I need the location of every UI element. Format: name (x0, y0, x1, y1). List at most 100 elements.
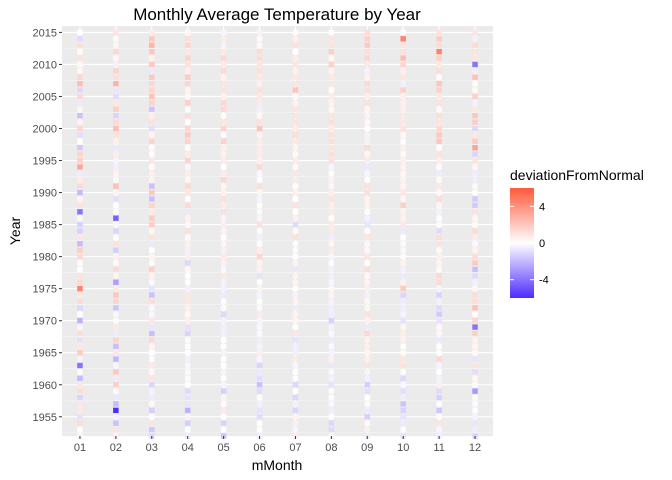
heatmap-tile (149, 55, 155, 61)
heatmap-tile (77, 151, 83, 157)
heatmap-tile (220, 343, 227, 350)
heatmap-tile (328, 80, 335, 87)
heatmap-tile (364, 221, 371, 228)
heatmap-tile (436, 55, 442, 61)
heatmap-tile (220, 362, 227, 369)
heatmap-tile (364, 407, 371, 414)
heatmap-tile (256, 132, 263, 138)
heatmap-tile (77, 369, 83, 375)
heatmap-tile (77, 317, 83, 324)
heatmap-tile (292, 48, 299, 55)
heatmap-tile (149, 228, 155, 234)
heatmap-tile (472, 330, 478, 337)
x-tick-label: 10 (397, 442, 409, 454)
heatmap-tile (113, 100, 119, 106)
heatmap-tile (328, 138, 335, 145)
heatmap-tile (364, 426, 371, 433)
heatmap-tile (436, 356, 442, 362)
heatmap-tile (400, 93, 406, 100)
heatmap-tile (113, 388, 119, 394)
heatmap-tile (184, 164, 191, 170)
heatmap-tile (472, 61, 478, 68)
heatmap-tile (113, 177, 119, 183)
heatmap-tile (436, 74, 442, 80)
heatmap-tile (220, 285, 227, 292)
heatmap-tile (364, 401, 371, 407)
heatmap-tile (292, 55, 299, 61)
heatmap-tile (149, 189, 155, 196)
heatmap-tile (328, 311, 335, 317)
heatmap-tile (220, 311, 227, 317)
heatmap-tile (184, 311, 191, 317)
heatmap-tile (364, 414, 371, 420)
heatmap-tile (149, 420, 155, 426)
heatmap-tile (256, 48, 263, 55)
heatmap-tile (436, 407, 442, 414)
heatmap-tile (184, 266, 191, 273)
heatmap-tile (436, 311, 442, 317)
heatmap-tile (220, 55, 227, 61)
heatmap-tile (149, 337, 155, 343)
heatmap-tile (220, 145, 227, 151)
heatmap-tile (77, 189, 83, 196)
heatmap-tile (364, 170, 371, 177)
y-axis: 1955 1960 1965 1970 1975 1980 1985 1990 1995 2000… (33, 27, 62, 424)
heatmap-tile (472, 170, 478, 177)
heatmap-tile (472, 426, 478, 433)
heatmap-tile (472, 42, 478, 48)
heatmap-tile (328, 260, 335, 266)
heatmap-tile (400, 228, 406, 234)
heatmap-tile (77, 29, 83, 36)
heatmap-tile (472, 68, 478, 74)
heatmap-tile (436, 112, 442, 119)
y-tick-label: 1990 (33, 188, 57, 200)
heatmap-tile (149, 266, 155, 273)
heatmap-tile (113, 125, 119, 132)
heatmap-tile (472, 369, 478, 375)
heatmap-tile (292, 202, 299, 209)
heatmap-tile (292, 260, 299, 266)
heatmap-tile (472, 125, 478, 132)
heatmap-tile (184, 157, 191, 164)
heatmap-tile (256, 151, 263, 157)
heatmap-tile (292, 209, 299, 215)
heatmap-tile (292, 132, 299, 138)
heatmap-tile (364, 362, 371, 369)
heatmap-tile (436, 375, 442, 382)
heatmap-tile (292, 407, 299, 414)
heatmap-tile (472, 337, 478, 343)
heatmap-tile (364, 388, 371, 394)
heatmap-tile (184, 330, 191, 337)
heatmap-tile (220, 87, 227, 93)
heatmap-tile (328, 112, 335, 119)
x-tick-label: 07 (289, 442, 301, 454)
heatmap-tile (149, 305, 155, 311)
heatmap-tile (77, 177, 83, 183)
heatmap-tile (400, 260, 406, 266)
heatmap-tile (184, 151, 191, 157)
heatmap-tile (472, 407, 478, 414)
heatmap-tile (220, 369, 227, 375)
heatmap-tile (184, 202, 191, 209)
heatmap-tile (328, 298, 335, 305)
heatmap-tile (220, 279, 227, 285)
heatmap-tile (292, 273, 299, 279)
heatmap-tile (292, 298, 299, 305)
heatmap-tile (328, 68, 335, 74)
heatmap-tile (149, 209, 155, 215)
heatmap-tile (77, 407, 83, 414)
heatmap-tile (149, 234, 155, 241)
heatmap-tile (220, 253, 227, 260)
heatmap-tile (400, 80, 406, 87)
heatmap-tile (328, 189, 335, 196)
heatmap-tile (113, 273, 119, 279)
heatmap-tile (328, 29, 335, 36)
heatmap-tile (436, 382, 442, 388)
heatmap-tile (436, 196, 442, 202)
heatmap-tile (292, 247, 299, 253)
heatmap-tile (256, 375, 263, 382)
heatmap-tile (220, 42, 227, 48)
heatmap-tile (292, 164, 299, 170)
heatmap-tile (184, 324, 191, 330)
heatmap-tile (472, 298, 478, 305)
